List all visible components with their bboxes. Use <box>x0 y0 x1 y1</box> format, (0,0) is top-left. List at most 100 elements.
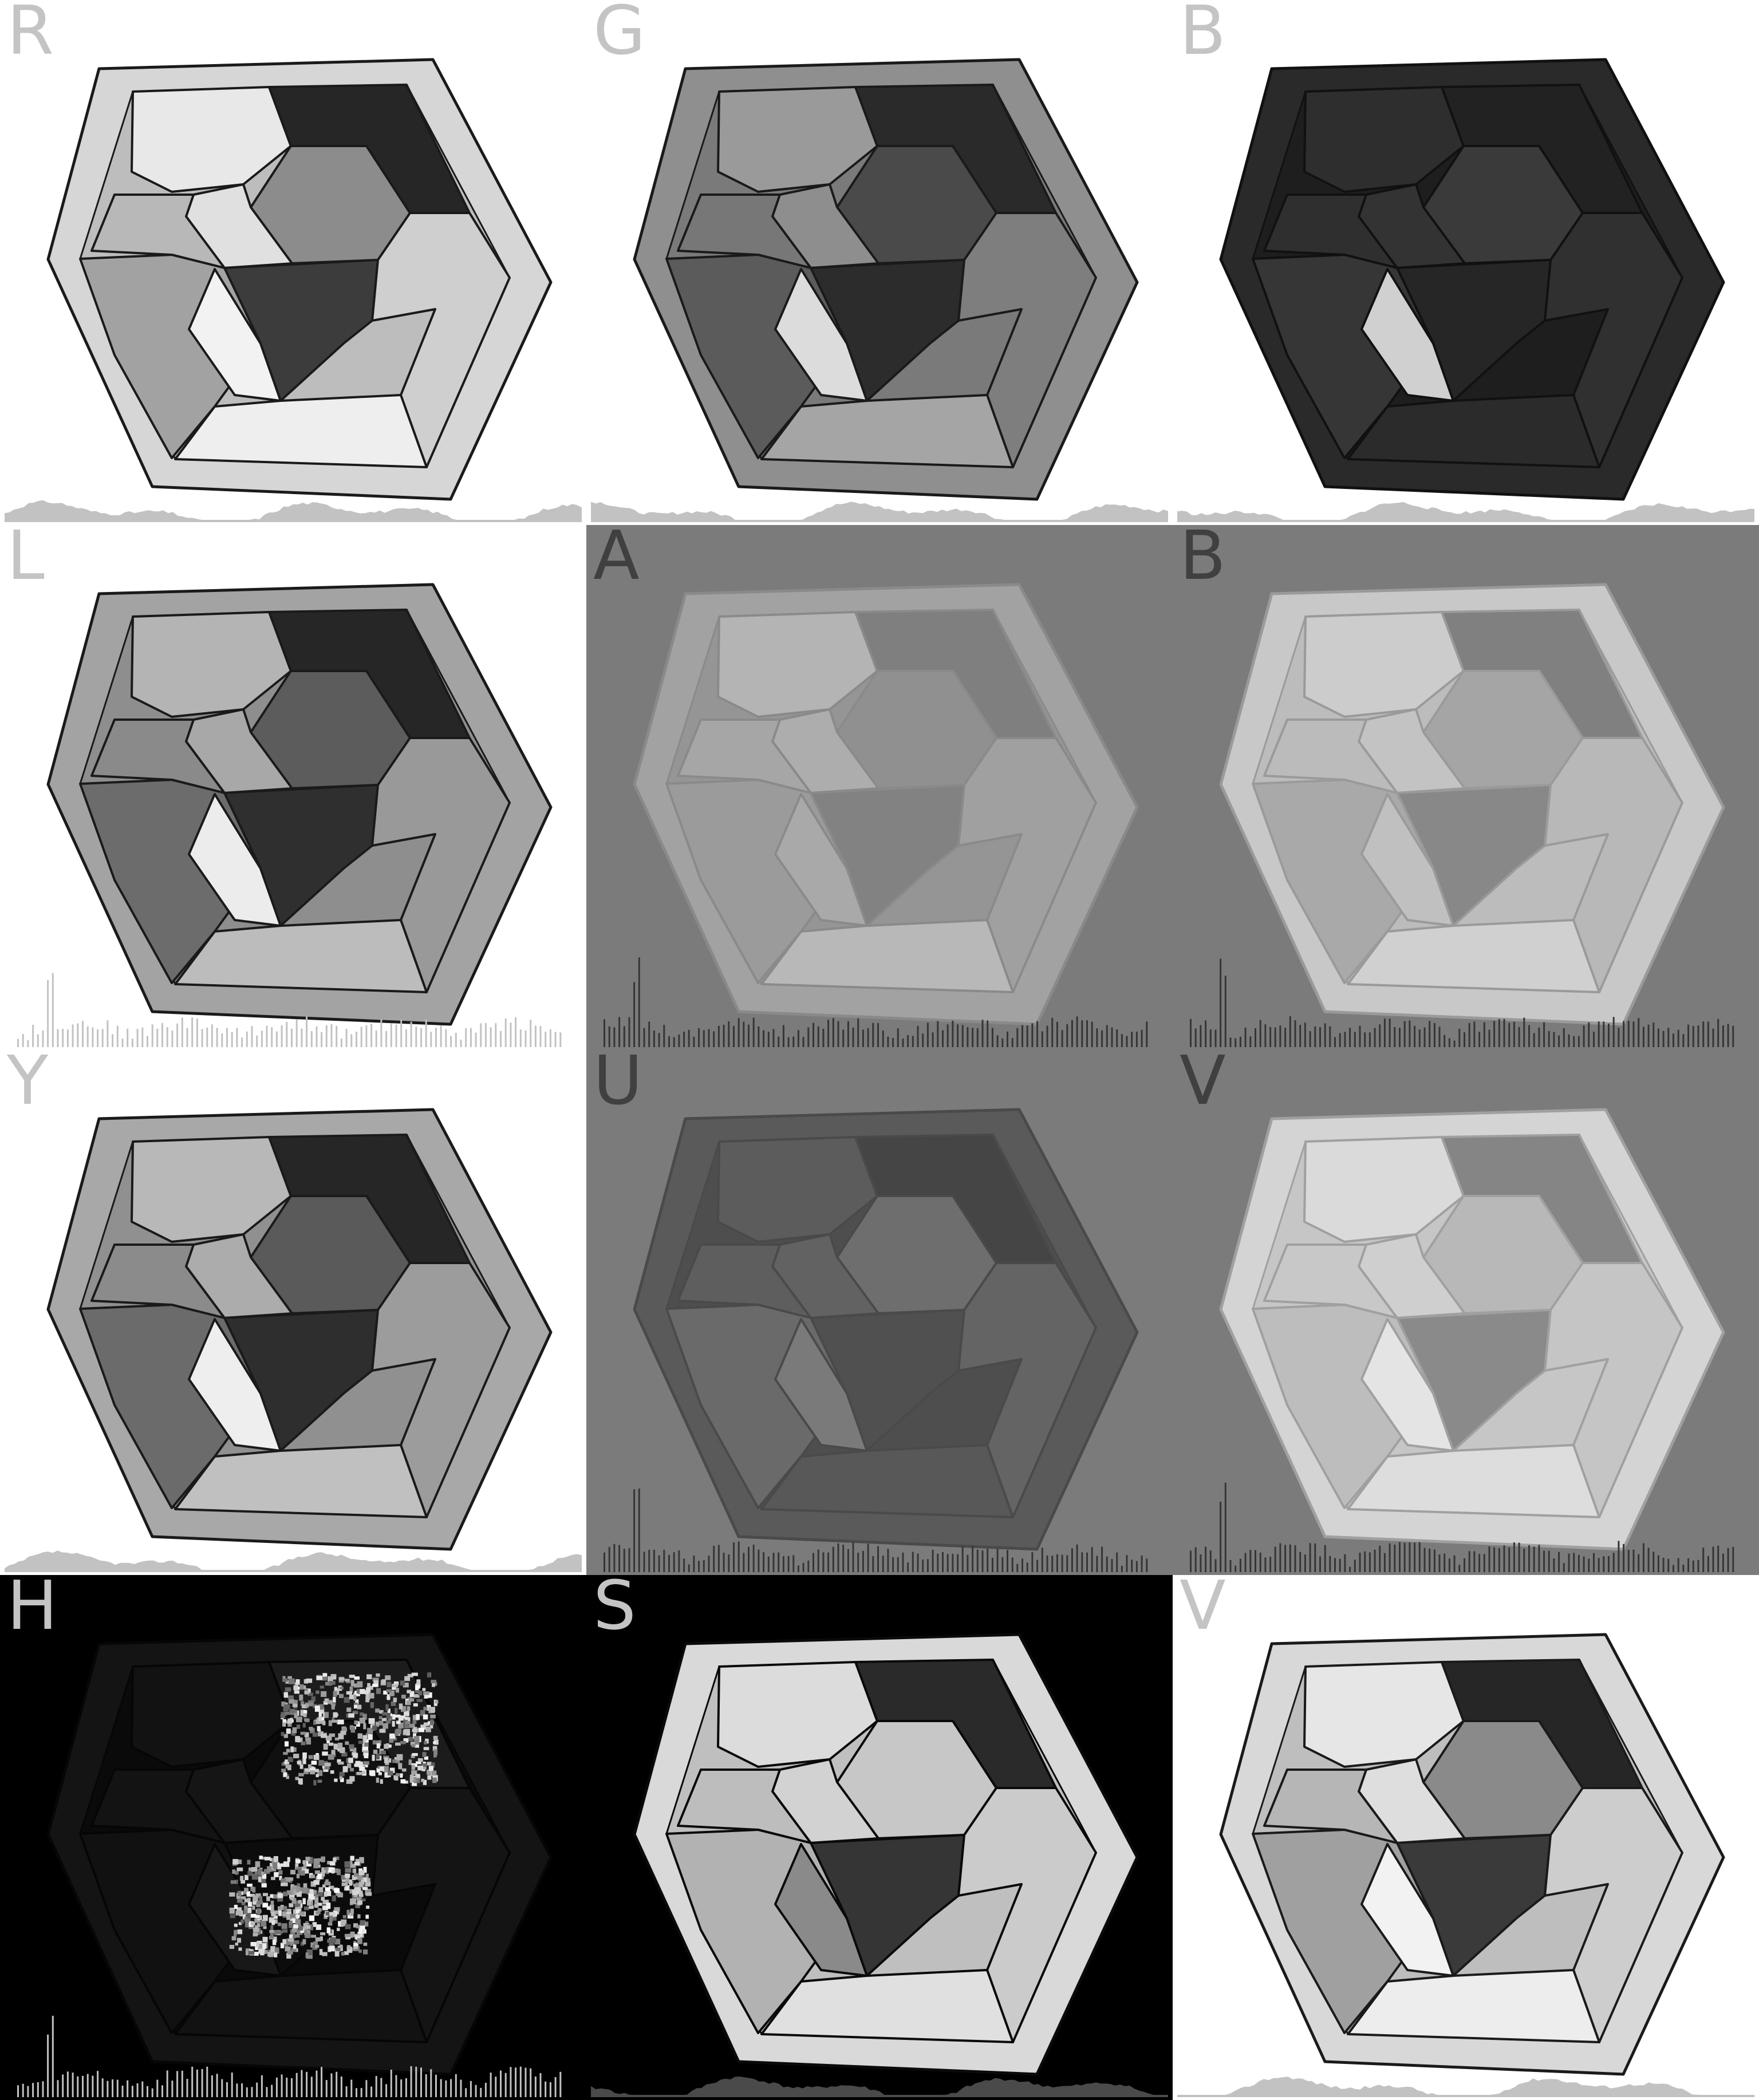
histogram-bar <box>375 2076 377 2097</box>
noise-speck <box>363 1723 366 1730</box>
hexagon-puzzle <box>1219 58 1725 501</box>
noise-speck <box>348 1758 353 1763</box>
histogram-bar <box>47 2034 49 2097</box>
histogram-bar <box>171 1031 173 1047</box>
histogram-bar <box>42 1031 44 1047</box>
histogram-bar <box>82 2075 84 2097</box>
histogram-bar <box>490 1027 492 1047</box>
histogram-bar <box>1106 1556 1108 1572</box>
noise-speck <box>287 1695 294 1699</box>
histogram-bar <box>1662 1557 1665 1572</box>
noise-speck <box>333 1743 338 1750</box>
noise-speck <box>416 1679 421 1685</box>
histogram-bar <box>1493 1021 1496 1047</box>
histogram-bar <box>1498 1019 1500 1047</box>
noise-speck <box>300 1929 305 1933</box>
noise-speck <box>378 1720 384 1726</box>
histogram-bar <box>1131 1032 1133 1047</box>
histogram-bar <box>907 1035 909 1047</box>
noise-speck <box>400 1779 406 1783</box>
histogram-bar <box>271 2085 273 2097</box>
noise-speck <box>354 1704 360 1709</box>
histogram-bar <box>1324 1023 1326 1047</box>
noise-speck <box>277 1893 283 1898</box>
histogram-bar <box>356 1032 357 1047</box>
histogram-bar <box>1383 1019 1386 1047</box>
noise-speck <box>389 1733 396 1739</box>
noise-speck <box>273 1910 279 1915</box>
histogram-bar <box>1220 958 1222 1047</box>
histogram-bar <box>1563 1563 1565 1572</box>
noise-speck <box>302 1752 307 1759</box>
histogram-bar <box>515 1017 517 1047</box>
histogram-bar <box>370 1024 373 1047</box>
noise-speck <box>325 1681 330 1686</box>
histogram-bar <box>1071 1548 1073 1572</box>
histogram-bar <box>211 1024 213 1047</box>
histogram-bar <box>226 2082 228 2097</box>
histogram-bar <box>1239 1036 1241 1047</box>
noise-speck <box>359 1718 366 1724</box>
noise-speck <box>349 1744 354 1749</box>
noise-speck <box>295 1906 301 1912</box>
channel-image <box>1190 583 1734 1047</box>
noise-speck <box>375 1708 380 1713</box>
histogram-bar <box>166 1027 168 1047</box>
histogram-bar <box>171 2081 173 2097</box>
noise-speck <box>363 1921 369 1927</box>
noise-speck <box>318 1729 321 1735</box>
noise-speck <box>423 1714 428 1720</box>
noise-speck <box>317 1908 322 1912</box>
noise-speck <box>293 1754 299 1759</box>
noise-speck <box>340 1778 344 1782</box>
histogram-bar <box>1284 1028 1287 1047</box>
histogram-bar <box>92 2075 94 2097</box>
noise-speck <box>328 1676 333 1681</box>
noise-speck <box>357 1704 362 1710</box>
noise-speck <box>427 1769 433 1775</box>
noise-speck <box>344 1697 350 1703</box>
noise-speck <box>234 1905 238 1909</box>
histogram-bar <box>181 1017 183 1047</box>
histogram-bar <box>1618 1541 1620 1572</box>
histogram-bar <box>1284 1545 1287 1572</box>
noise-speck <box>271 1894 278 1899</box>
channel-image <box>5 58 582 522</box>
histogram-bar <box>604 1552 605 1572</box>
noise-speck <box>260 1877 266 1883</box>
noise-speck <box>282 1929 288 1933</box>
histogram-bar <box>241 1037 243 1047</box>
histogram-bar <box>887 1036 889 1047</box>
histogram-bar <box>321 1032 323 1047</box>
histogram-bar <box>1146 1021 1148 1047</box>
histogram-bar <box>116 2079 119 2097</box>
histogram-bar <box>196 2069 198 2097</box>
noise-speck <box>310 1881 316 1887</box>
noise-speck <box>322 1952 328 1956</box>
histogram-bar <box>981 1020 984 1047</box>
histogram-bar <box>1259 1020 1261 1047</box>
noise-speck <box>250 1886 254 1892</box>
histogram-bar <box>1468 1023 1470 1047</box>
noise-speck <box>421 1778 425 1782</box>
histogram-bar <box>385 1031 388 1047</box>
panel-lab-l-channel: L <box>0 525 586 1050</box>
histogram-bar <box>176 1023 179 1047</box>
hexagon-puzzle <box>633 1633 1139 2076</box>
histogram-bar <box>1329 1026 1331 1047</box>
histogram-bar <box>136 1029 139 1047</box>
histogram-bar <box>1205 1020 1207 1047</box>
noise-speck <box>363 1949 368 1955</box>
noise-speck <box>322 1673 328 1677</box>
noise-speck <box>270 1946 275 1952</box>
noise-speck <box>306 1888 311 1894</box>
histogram-bar <box>1483 1022 1485 1047</box>
histogram-bar <box>608 1026 610 1047</box>
histogram-bar <box>733 1542 735 1572</box>
noise-speck <box>357 1932 363 1937</box>
noise-speck <box>307 1901 311 1905</box>
noise-speck <box>416 1761 421 1765</box>
histogram-bar <box>420 2067 422 2097</box>
noise-speck <box>357 1900 363 1905</box>
histogram-bar <box>1383 1553 1386 1572</box>
